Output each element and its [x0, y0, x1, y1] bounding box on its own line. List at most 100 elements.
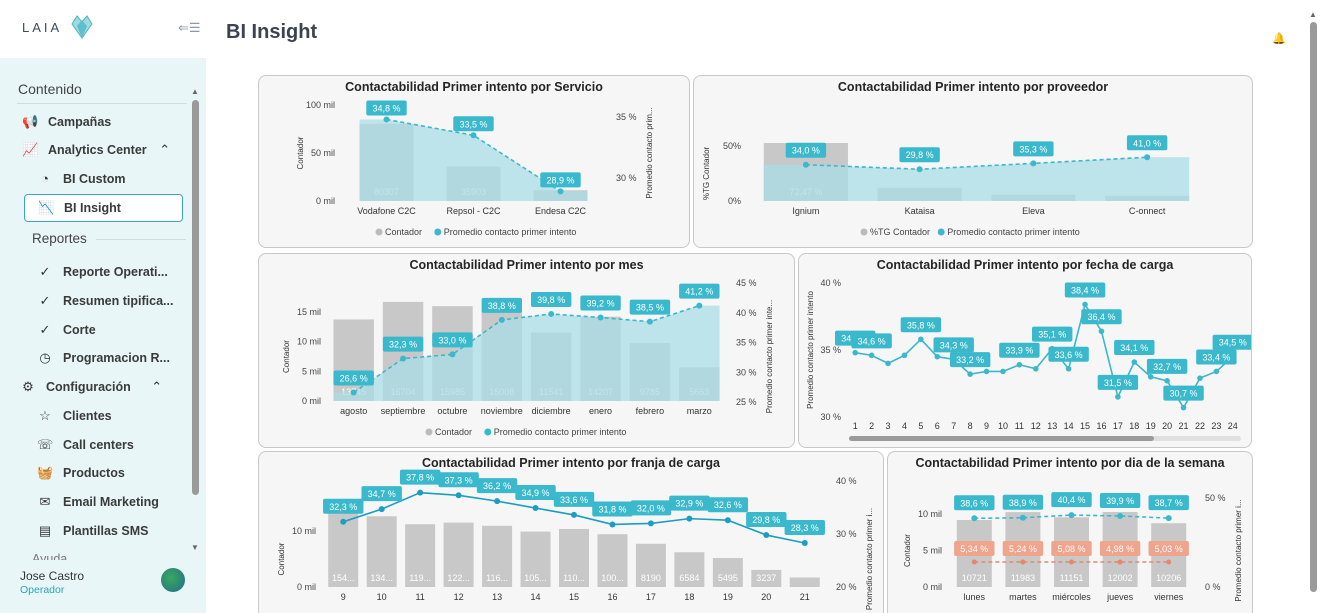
user-panel[interactable]: Jose Castro Operador [0, 560, 206, 613]
line-point [470, 132, 477, 139]
x-tick-label: 18 [684, 592, 694, 602]
line-point-label: 34,8 % [372, 103, 400, 113]
sidebar-item-report-3[interactable]: ◷ Programacion R... [37, 350, 170, 366]
y-tick-label: 15 mil [297, 307, 321, 317]
x-tick-label: 3 [886, 421, 891, 431]
bar [443, 522, 474, 587]
sidebar-item-products[interactable]: 🧺 Productos [37, 465, 125, 481]
x-tick-label: octubre [437, 406, 467, 416]
user-name: Jose Castro [20, 569, 85, 583]
sidebar-item-report-0[interactable]: ✓ Reporte Operati... [37, 264, 168, 280]
sidebar-item-sms[interactable]: ▤ Plantillas SMS [37, 523, 149, 539]
line-point-label-bg [580, 295, 621, 311]
sidebar-item-label: BI Custom [63, 171, 126, 186]
x-tick-label: Ignium [792, 206, 819, 216]
sidebar-item-bi-custom[interactable]: ◔ BI Custom [37, 171, 126, 186]
bar [482, 525, 513, 587]
y2-tick-label: 45 % [736, 278, 757, 288]
sidebar-item-report-2[interactable]: ✓ Corte [37, 322, 96, 338]
series-line [805, 156, 1148, 171]
line-point-label-bg [1126, 135, 1168, 151]
line-point-label-bg [1051, 492, 1092, 508]
sidebar-item-analytics[interactable]: 📈 Analytics Center ⌃ [22, 142, 173, 158]
y-axis-label: Contador [903, 534, 912, 567]
reports-title: Reportes [32, 231, 87, 246]
check-icon: ✓ [39, 322, 51, 337]
scroll-up-icon[interactable]: ▲ [191, 87, 199, 96]
sidebar-item-label: Productos [63, 466, 125, 480]
line-point-label-bg [432, 332, 473, 348]
line-point-label: 34,5 % [1219, 338, 1247, 348]
sidebar-item-label: Campañas [48, 115, 112, 129]
sidebar-item-config[interactable]: ⚙ Configuración ⌃ [20, 379, 165, 395]
chart-title: Contactabilidad Primer intento por fecha… [876, 258, 1174, 272]
legend-label: Promedio contacto primer intento [444, 227, 577, 237]
sidebar-item-call-centers[interactable]: ☏ Call centers [37, 437, 134, 453]
line-point [1164, 378, 1170, 384]
line-point-label: 34,0 % [792, 146, 820, 156]
line-point-label-bg [629, 299, 671, 315]
line-point-label-bg [707, 497, 749, 513]
line2-point [1069, 559, 1074, 565]
bell-icon[interactable]: 🔔 [1272, 33, 1286, 45]
line-point [971, 515, 978, 522]
y2-axis-label: Promedio contacto primer i... [865, 508, 874, 610]
chart-card-franja: Contactabilidad Primer intento por franj… [258, 451, 884, 613]
chart-semana-svg: 10 mil 5 mil 0 mil 50 % 0 % Contador Promedio … [903, 492, 1243, 602]
scroll-down-icon[interactable]: ▼ [191, 543, 199, 552]
line-point [1065, 365, 1072, 372]
line-point-label-bg [784, 520, 825, 536]
bar [366, 516, 397, 587]
line-point [340, 518, 347, 525]
x-tick-label: Vodafone C2C [357, 206, 416, 216]
sidebar-item-email[interactable]: ✉ Email Marketing [37, 494, 159, 510]
y-axis-label: Promedio contacto primer intento [806, 291, 815, 409]
line-point [967, 371, 973, 377]
line-point-label-bg [1148, 495, 1189, 511]
x-tick-label: 13 [492, 592, 502, 602]
main-scrollbar[interactable] [1310, 22, 1317, 592]
x-tick-label: viernes [1154, 592, 1184, 602]
line-point-label-bg [592, 501, 633, 517]
line-point-label: 34,7 % [368, 489, 396, 499]
sidebar-item-campaigns[interactable]: 📢 Campañas [22, 114, 111, 130]
legend-label: Contador [435, 427, 472, 437]
line2-point-label-bg [1051, 541, 1092, 556]
y-tick-label: 0% [728, 196, 741, 206]
pie-chart-icon: ◔ [41, 171, 49, 186]
x-tick-label: 21 [800, 592, 810, 602]
line-point-label: 35,1 % [1038, 330, 1066, 340]
y-axis-label: Contador [282, 340, 291, 373]
line-point-label-bg [1163, 385, 1204, 401]
x-tick-label: 22 [1195, 421, 1205, 431]
legend-label: %TG Contador [870, 227, 930, 237]
avatar[interactable] [161, 568, 185, 592]
x-tick-label: 15 [1080, 421, 1090, 431]
line-point-label: 38,7 % [1155, 498, 1183, 508]
sidebar-item-bi-insight[interactable]: 📉 BI Insight [24, 194, 183, 222]
line-point [1213, 368, 1220, 375]
sidebar-item-clients[interactable]: ☆ Clientes [37, 408, 111, 424]
sidebar-scrollbar[interactable] [192, 100, 199, 495]
line-point [1229, 353, 1236, 360]
line-point-label: 28,3 % [791, 523, 819, 533]
y-tick-label: 10 mil [918, 509, 942, 519]
line-point-label: 33,6 % [1055, 350, 1083, 360]
sidebar-item-report-1[interactable]: ✓ Resumen tipifica... [37, 293, 174, 309]
x-tick-label: febrero [636, 406, 665, 416]
y-axis-label: %TG Contador [702, 146, 711, 200]
line-point [868, 352, 875, 359]
line-point-label: 33,6 % [560, 495, 588, 505]
line-point-label: 38,6 % [960, 498, 988, 508]
y-tick-label: 10 mil [297, 337, 321, 347]
phone-icon: ☏ [37, 437, 54, 452]
line-point-label-bg [1146, 358, 1188, 374]
line-point-label: 33,4 % [1202, 352, 1230, 362]
scroll-up-icon[interactable]: ▲ [1309, 10, 1317, 19]
line-point [498, 316, 505, 323]
collapse-sidebar-icon[interactable]: ⇐☰ [178, 20, 201, 35]
x-tick-label: 15 [569, 592, 579, 602]
divider [96, 239, 186, 240]
line-point-label: 38,5 % [636, 303, 664, 313]
chart-franja-svg: 10 mil 0 mil 40 % 30 % 20 % Contador Promedio … [277, 469, 874, 610]
